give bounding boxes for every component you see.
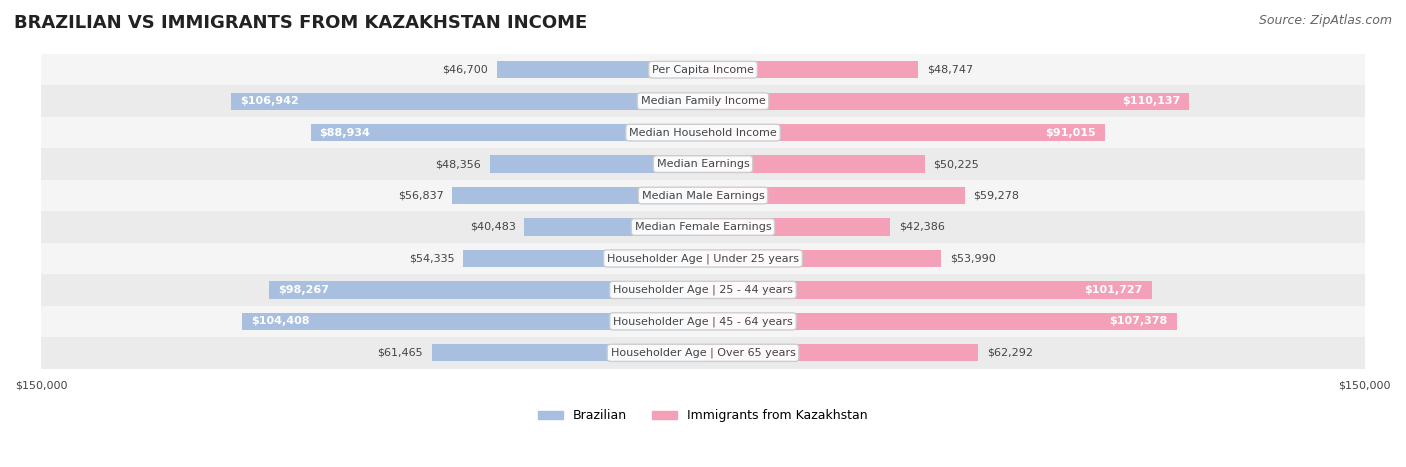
Text: $48,356: $48,356 [434, 159, 481, 169]
Text: $46,700: $46,700 [443, 65, 488, 75]
Bar [231, 92, 703, 110]
Text: Householder Age | 25 - 44 years: Householder Age | 25 - 44 years [613, 285, 793, 295]
Bar [489, 156, 703, 173]
Text: $104,408: $104,408 [252, 316, 309, 326]
Text: BRAZILIAN VS IMMIGRANTS FROM KAZAKHSTAN INCOME: BRAZILIAN VS IMMIGRANTS FROM KAZAKHSTAN … [14, 14, 588, 32]
Text: $53,990: $53,990 [950, 254, 995, 263]
Bar [703, 281, 1152, 298]
Bar [524, 219, 703, 236]
Bar [41, 117, 1365, 149]
Text: $42,386: $42,386 [898, 222, 945, 232]
Text: $48,747: $48,747 [927, 65, 973, 75]
Text: $61,465: $61,465 [377, 348, 423, 358]
Bar [41, 85, 1365, 117]
Text: $106,942: $106,942 [240, 96, 299, 106]
Bar [41, 337, 1365, 368]
Bar [703, 250, 941, 267]
Text: $56,837: $56,837 [398, 191, 443, 200]
Bar [41, 180, 1365, 211]
Bar [464, 250, 703, 267]
Bar [703, 61, 918, 78]
Text: Per Capita Income: Per Capita Income [652, 65, 754, 75]
Bar [453, 187, 703, 204]
Bar [41, 149, 1365, 180]
Bar [311, 124, 703, 142]
Bar [703, 219, 890, 236]
Bar [242, 313, 703, 330]
Text: Householder Age | Over 65 years: Householder Age | Over 65 years [610, 347, 796, 358]
Text: Householder Age | Under 25 years: Householder Age | Under 25 years [607, 253, 799, 264]
Text: $50,225: $50,225 [934, 159, 979, 169]
Bar [703, 313, 1177, 330]
Text: $107,378: $107,378 [1109, 316, 1168, 326]
Bar [41, 305, 1365, 337]
Text: $91,015: $91,015 [1045, 127, 1095, 138]
Bar [703, 187, 965, 204]
Bar [703, 344, 977, 361]
Text: $88,934: $88,934 [319, 127, 370, 138]
Bar [496, 61, 703, 78]
Bar [41, 274, 1365, 305]
Text: Median Earnings: Median Earnings [657, 159, 749, 169]
Legend: Brazilian, Immigrants from Kazakhstan: Brazilian, Immigrants from Kazakhstan [533, 404, 873, 427]
Bar [41, 54, 1365, 85]
Text: $110,137: $110,137 [1122, 96, 1180, 106]
Bar [703, 92, 1189, 110]
Bar [703, 124, 1105, 142]
Text: $101,727: $101,727 [1084, 285, 1143, 295]
Text: Median Family Income: Median Family Income [641, 96, 765, 106]
Bar [703, 156, 925, 173]
Text: Source: ZipAtlas.com: Source: ZipAtlas.com [1258, 14, 1392, 27]
Text: $59,278: $59,278 [973, 191, 1019, 200]
Text: Median Male Earnings: Median Male Earnings [641, 191, 765, 200]
Bar [270, 281, 703, 298]
Bar [432, 344, 703, 361]
Text: $62,292: $62,292 [987, 348, 1032, 358]
Bar [41, 243, 1365, 274]
Text: $40,483: $40,483 [470, 222, 516, 232]
Text: $98,267: $98,267 [278, 285, 329, 295]
Text: $54,335: $54,335 [409, 254, 454, 263]
Bar [41, 211, 1365, 243]
Text: Householder Age | 45 - 64 years: Householder Age | 45 - 64 years [613, 316, 793, 326]
Text: Median Female Earnings: Median Female Earnings [634, 222, 772, 232]
Text: Median Household Income: Median Household Income [628, 127, 778, 138]
